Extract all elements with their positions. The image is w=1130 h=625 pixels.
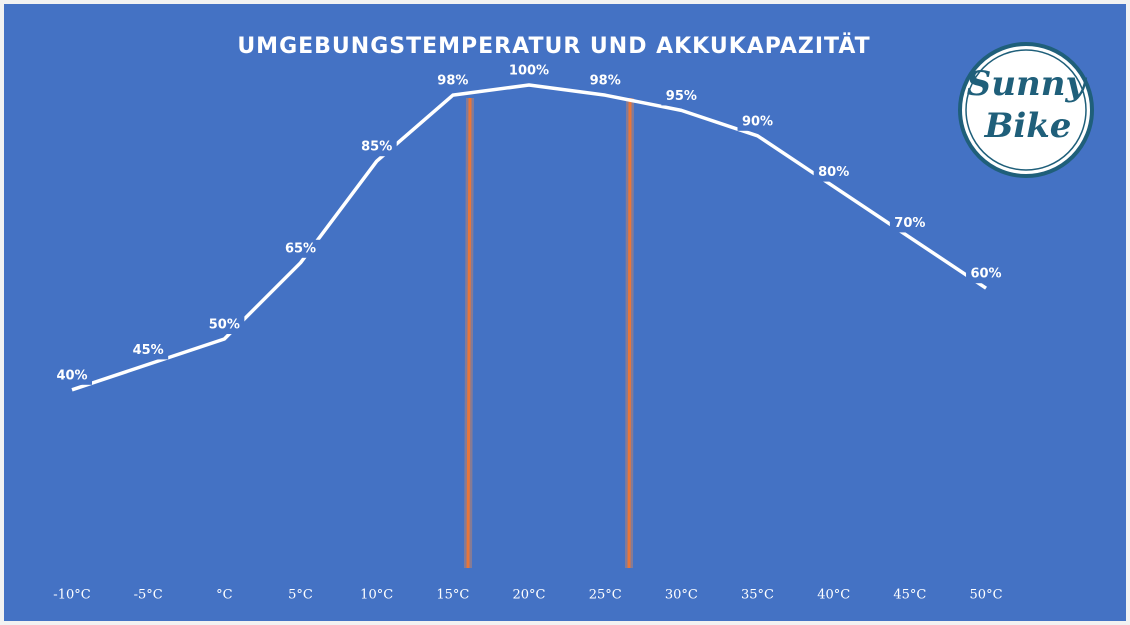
- data-label-bg: [509, 62, 550, 80]
- data-label: 50%: [209, 318, 240, 333]
- x-tick-label: 5°C: [288, 588, 313, 603]
- data-label-bg: [280, 239, 321, 258]
- data-label: 95%: [666, 89, 697, 104]
- plot: 40% 45% 50% 65% 85% 98% 100% 98% 95% 90% 80% 70% 60%…: [52, 62, 1007, 603]
- x-tick-label: 45°C: [893, 588, 926, 603]
- data-label-bg: [966, 265, 1007, 284]
- data-label-bg: [52, 366, 92, 385]
- logo-text: Bike: [984, 106, 1072, 146]
- plot-background: [4, 4, 1126, 621]
- data-label: 90%: [742, 114, 773, 129]
- logo-text: Sunny: [967, 64, 1088, 104]
- x-tick-label: 10°C: [360, 588, 393, 603]
- data-label: 60%: [970, 267, 1001, 282]
- x-tick-label: 25°C: [589, 588, 622, 603]
- data-label: 80%: [818, 165, 849, 180]
- x-tick-label: 30°C: [665, 588, 698, 603]
- x-tick-label: 35°C: [741, 588, 774, 603]
- logo: Sunny Bike: [958, 42, 1094, 178]
- logo-badge: [958, 42, 1094, 178]
- range-marker: [466, 97, 472, 569]
- data-label-bg: [585, 72, 626, 91]
- x-tick-label: -5°C: [134, 588, 163, 603]
- data-label: 98%: [437, 74, 468, 89]
- data-label: 98%: [590, 74, 621, 89]
- x-tick-label: -10°C: [53, 588, 90, 603]
- data-label: 70%: [894, 216, 925, 231]
- data-label: 45%: [133, 343, 164, 358]
- data-label-bg: [204, 316, 245, 334]
- range-marker: [627, 97, 632, 569]
- x-tick-label: 50°C: [970, 588, 1003, 603]
- data-label-bg: [889, 214, 930, 233]
- x-tick-label: °C: [216, 588, 233, 603]
- data-label-bg: [813, 163, 854, 182]
- x-tick-label: 20°C: [513, 588, 546, 603]
- data-label-bg: [661, 87, 702, 106]
- data-label-bg: [737, 112, 778, 131]
- data-label-bg: [356, 138, 397, 157]
- data-label-bg: [128, 341, 169, 360]
- x-tick-label: 40°C: [817, 588, 850, 603]
- chart-title: UMGEBUNGSTEMPERATUR UND AKKUKAPAZITÄT: [237, 33, 870, 59]
- data-line: [71, 83, 988, 392]
- logo-ring: [965, 49, 1087, 171]
- data-label: 65%: [285, 241, 316, 256]
- data-label: 40%: [56, 368, 87, 383]
- data-label: 85%: [361, 140, 392, 155]
- x-tick-label: 15°C: [436, 588, 469, 603]
- data-label: 100%: [509, 64, 549, 79]
- data-label-bg: [432, 72, 473, 91]
